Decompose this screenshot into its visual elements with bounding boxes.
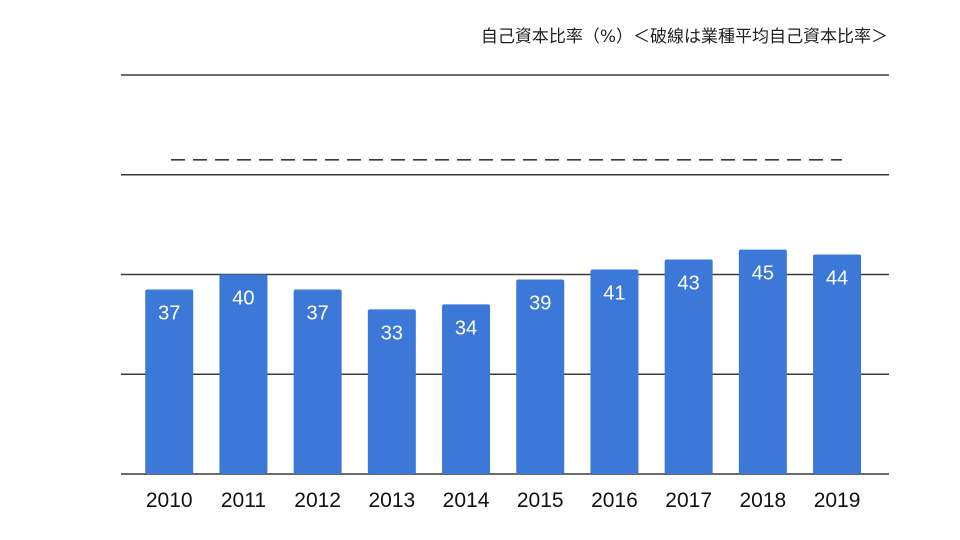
- x-tick-2014: 2014: [443, 489, 490, 512]
- x-tick-2017: 2017: [665, 489, 712, 512]
- data-label-2014: 34: [455, 317, 477, 339]
- x-tick-2010: 2010: [146, 489, 193, 512]
- bar-2019: [813, 254, 862, 474]
- bar-2012: [293, 289, 342, 474]
- data-label-2013: 33: [381, 322, 403, 344]
- data-label-2016: 41: [603, 283, 625, 305]
- data-label-2018: 45: [752, 263, 774, 285]
- x-tick-2018: 2018: [739, 489, 786, 512]
- x-tick-2013: 2013: [368, 489, 415, 512]
- x-axis-ticks: 2010 2011 2012 2013 2014 2015 2016 2017 2018 2019: [146, 489, 861, 512]
- bar-2013: [367, 309, 416, 474]
- x-tick-2015: 2015: [517, 489, 564, 512]
- x-tick-2019: 2019: [814, 489, 861, 512]
- data-label-2010: 37: [158, 302, 180, 324]
- bar-2015: [516, 279, 565, 474]
- chart-title: 自己資本比率（%）＜破線は業種平均自己資本比率＞: [480, 27, 888, 47]
- x-tick-2016: 2016: [591, 489, 638, 512]
- bar-2018: [738, 249, 787, 474]
- data-label-2011: 40: [232, 288, 254, 310]
- data-label-2017: 43: [678, 273, 700, 295]
- data-label-2015: 39: [529, 292, 551, 314]
- x-tick-2011: 2011: [221, 489, 266, 512]
- bars: [145, 249, 862, 474]
- data-labels: 37 40 37 33 34 39 41 43 45 44: [158, 263, 848, 345]
- bar-2011: [219, 274, 268, 474]
- bar-2010: [145, 289, 194, 474]
- x-tick-2012: 2012: [294, 489, 341, 512]
- data-label-2012: 37: [307, 302, 329, 324]
- bar-2016: [590, 269, 639, 474]
- data-label-2019: 44: [826, 268, 848, 290]
- bar-2017: [664, 259, 713, 474]
- bar-2014: [442, 304, 491, 474]
